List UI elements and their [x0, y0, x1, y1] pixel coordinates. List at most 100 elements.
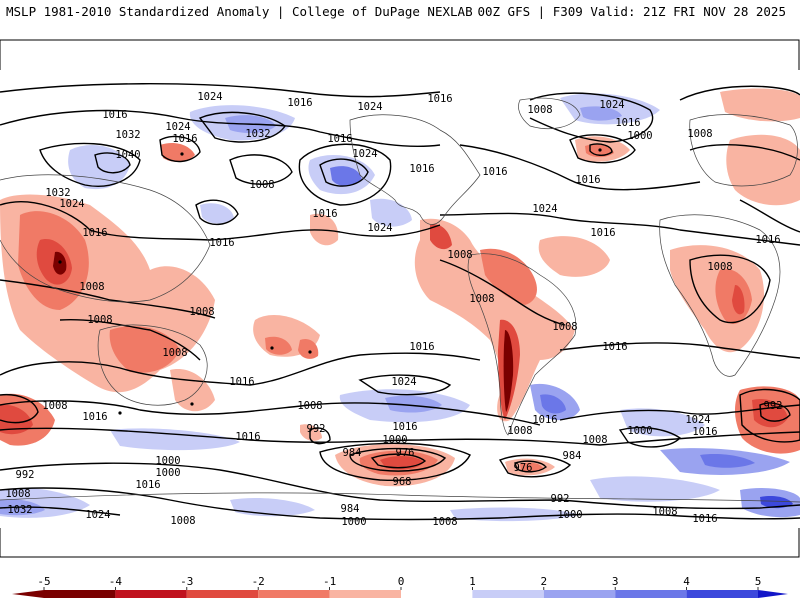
low-center-marker: [308, 350, 312, 354]
low-center-marker: [58, 260, 62, 264]
isobar-label: 1000: [627, 130, 652, 142]
isobar: [679, 85, 800, 101]
isobar-label: 1016: [692, 426, 717, 438]
low-center-marker: [180, 152, 184, 156]
colorbar-max-arrow: [758, 590, 788, 598]
colorbar-segment: [186, 590, 259, 598]
isobar-label: 1024: [367, 222, 392, 234]
isobar-label: 1008: [507, 425, 532, 437]
isobar-label: 1016: [82, 411, 107, 423]
isobar-label: 1016: [229, 376, 254, 388]
isobar: [759, 402, 791, 422]
isobar-label: 1016: [312, 208, 337, 220]
isobar-contours: [0, 83, 800, 521]
colorbar-tick-label: 3: [611, 575, 619, 588]
colorbar-tick-label: -2: [251, 575, 265, 588]
coastline-north-america: [349, 114, 481, 225]
isobar-label: 1016: [82, 227, 107, 239]
isobar: [589, 143, 613, 156]
anomaly-region: [200, 203, 234, 224]
anomaly-region: [760, 495, 793, 509]
isobar: [618, 426, 682, 448]
isobar: [559, 404, 800, 421]
low-center-marker: [118, 411, 122, 415]
isobar: [198, 111, 286, 143]
isobar: [689, 144, 800, 161]
anomaly-region: [330, 166, 362, 186]
isobar-label: 1024: [352, 148, 377, 160]
isobar-label: 1016: [135, 479, 160, 491]
colorbar-tick-label: 4: [683, 575, 690, 588]
anomaly-region: [370, 198, 412, 227]
isobar-label: 1016: [327, 133, 352, 145]
colorbar: [12, 587, 788, 598]
coastline-asia: [0, 174, 211, 303]
anomaly-region: [68, 145, 130, 190]
isobar-label: 992: [307, 423, 326, 435]
isobar-label: 1008: [447, 249, 472, 261]
isobar-label: 1016: [209, 237, 234, 249]
colorbar-segment: [686, 590, 758, 598]
colorbar-tick-label: 0: [397, 575, 405, 588]
anomaly-region: [520, 462, 543, 473]
colorbar-segment: [615, 590, 687, 598]
isobar-label: 1040: [115, 149, 140, 161]
isobar-label: 1000: [155, 467, 180, 479]
isobar: [439, 212, 800, 246]
isobar-label: 1008: [42, 400, 67, 412]
isobar-label: 1000: [341, 516, 366, 528]
isobar: [195, 199, 239, 225]
isobar-label: 984: [343, 447, 362, 459]
anomaly-region: [503, 330, 514, 412]
anomaly-region: [298, 338, 319, 359]
isobar-label: 1016: [482, 166, 507, 178]
coastline-africa: [659, 214, 781, 377]
anomaly-region: [430, 224, 452, 250]
isobar-label: 1016: [409, 163, 434, 175]
isobar-label: 1024: [59, 198, 84, 210]
isobar-label: 1008: [552, 321, 577, 333]
colorbar-tick-label: 5: [754, 575, 762, 588]
anomaly-region: [590, 476, 720, 502]
colorbar-segment: [44, 590, 116, 598]
anomaly-region: [580, 106, 622, 121]
isobar: [0, 83, 441, 98]
map-title: MSLP 1981-2010 Standardized Anomaly | Co…: [6, 4, 473, 19]
isobar-label: 1008: [5, 488, 30, 500]
isobar-label: 1008: [162, 347, 187, 359]
colorbar-tick-label: -5: [37, 575, 51, 588]
pressure-centers: [58, 148, 602, 415]
isobar: [439, 259, 566, 326]
isobar-label: 1008: [469, 293, 494, 305]
isobar-label: 1008: [189, 306, 214, 318]
isobar: [0, 279, 216, 319]
isobar: [309, 427, 331, 445]
anomaly-region: [720, 88, 800, 122]
isobar: [0, 487, 800, 521]
isobar: [349, 447, 447, 472]
isobar: [298, 143, 392, 206]
isobar-label: 1016: [235, 431, 260, 443]
isobar: [229, 154, 293, 185]
isobar-label: 1016: [172, 133, 197, 145]
isobar: [569, 134, 636, 164]
isobar: [319, 442, 471, 482]
anomaly-region: [538, 236, 610, 277]
isobar-label: 1016: [427, 93, 452, 105]
anomaly-region: [540, 394, 566, 414]
isobar-label: 992: [551, 493, 570, 505]
isobar-label: 1008: [582, 434, 607, 446]
isobar-label: 1024: [391, 376, 416, 388]
anomaly-region: [480, 248, 537, 305]
colorbar-tick-label: -1: [322, 575, 337, 588]
isobar-label: 1032: [45, 187, 70, 199]
isobar-label: 1016: [692, 513, 717, 525]
isobar-label: 1008: [79, 281, 104, 293]
isobar: [0, 506, 121, 516]
colorbar-min-arrow: [12, 590, 44, 598]
isobar-label: 1008: [170, 515, 195, 527]
isobar-label: 1016: [392, 421, 417, 433]
isobar-label: 1016: [615, 117, 640, 129]
